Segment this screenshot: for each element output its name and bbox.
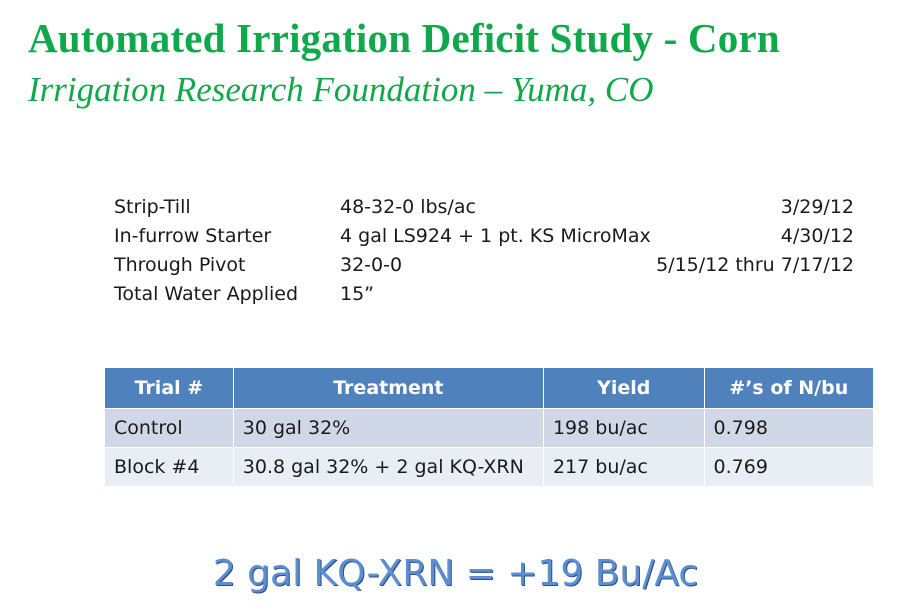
application-value: 4 gal LS924 + 1 pt. KS MicroMax xyxy=(340,225,651,247)
column-header-yield: Yield xyxy=(543,368,705,409)
results-table: Trial # Treatment Yield #’s of N/bu Cont… xyxy=(105,368,873,486)
application-label: In-furrow Starter xyxy=(114,225,272,247)
cell-yield: 217 bu/ac xyxy=(543,447,705,486)
application-row-total-water: Total Water Applied 15” xyxy=(114,280,854,309)
table-row: Block #4 30.8 gal 32% + 2 gal KQ-XRN 217… xyxy=(105,447,873,486)
application-row-through-pivot: Through Pivot 32-0-0 5/15/12 thru 7/17/1… xyxy=(114,251,854,280)
table-header-row: Trial # Treatment Yield #’s of N/bu xyxy=(105,368,873,409)
cell-trial: Block #4 xyxy=(105,447,234,486)
application-label: Total Water Applied xyxy=(114,283,299,305)
cell-yield: 198 bu/ac xyxy=(543,408,705,448)
slide-subtitle: Irrigation Research Foundation – Yuma, C… xyxy=(28,70,654,109)
application-date: 5/15/12 thru 7/17/12 xyxy=(656,254,854,276)
column-header-trial: Trial # xyxy=(105,368,234,409)
application-label: Strip-Till xyxy=(114,196,191,218)
slide-title: Automated Irrigation Deficit Study - Cor… xyxy=(28,15,780,61)
application-row-strip-till: Strip-Till 48-32-0 lbs/ac 3/29/12 xyxy=(114,193,854,222)
table-row: Control 30 gal 32% 198 bu/ac 0.798 xyxy=(105,408,873,448)
application-value: 32-0-0 xyxy=(340,254,403,276)
application-value: 15” xyxy=(340,283,375,305)
application-date: 3/29/12 xyxy=(780,196,854,218)
cell-n-per-bu: 0.798 xyxy=(704,408,873,448)
application-date: 4/30/12 xyxy=(780,225,854,247)
column-header-treatment: Treatment xyxy=(233,368,544,409)
application-value: 48-32-0 lbs/ac xyxy=(340,196,476,218)
summary-callout: 2 gal KQ-XRN = +19 Bu/Ac xyxy=(212,553,699,594)
cell-treatment: 30.8 gal 32% + 2 gal KQ-XRN xyxy=(233,447,544,486)
application-row-in-furrow-starter: In-furrow Starter 4 gal LS924 + 1 pt. KS… xyxy=(114,222,854,251)
cell-treatment: 30 gal 32% xyxy=(233,408,544,448)
cell-trial: Control xyxy=(105,408,234,448)
application-list: Strip-Till 48-32-0 lbs/ac 3/29/12 In-fur… xyxy=(114,193,854,309)
application-label: Through Pivot xyxy=(114,254,246,276)
column-header-n-per-bu: #’s of N/bu xyxy=(704,368,873,409)
cell-n-per-bu: 0.769 xyxy=(704,447,873,486)
